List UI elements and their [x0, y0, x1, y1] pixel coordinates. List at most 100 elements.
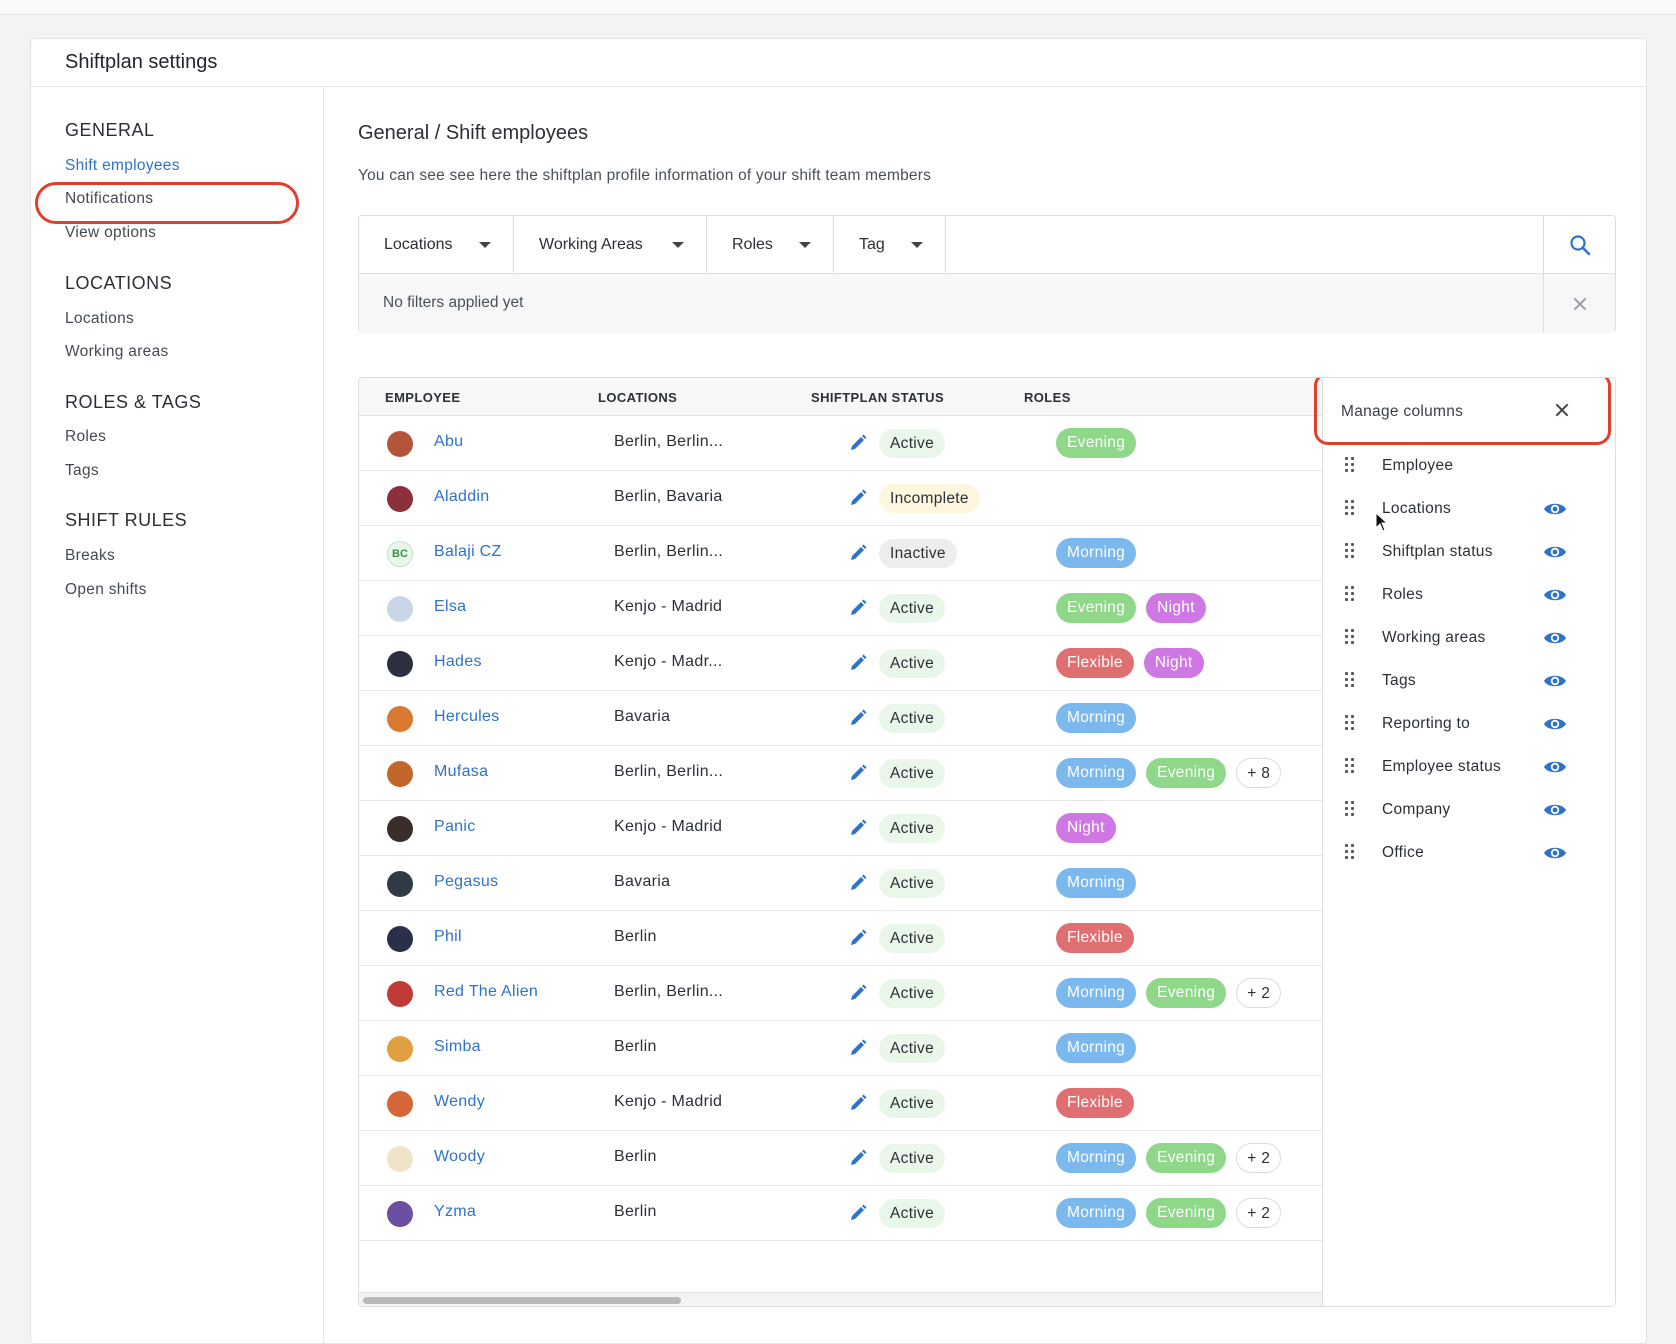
sidebar-item-view-options[interactable]: View options — [65, 224, 157, 241]
search-button[interactable] — [1543, 216, 1615, 274]
status-badge: Active — [879, 869, 946, 898]
drag-handle-icon[interactable] — [1345, 801, 1357, 817]
edit-pencil-icon[interactable] — [847, 1092, 869, 1114]
role-chips: Morning Evening + 8 — [1056, 757, 1282, 789]
edit-pencil-icon[interactable] — [847, 817, 869, 839]
edit-pencil-icon[interactable] — [847, 487, 869, 509]
sidebar-item-tags[interactable]: Tags — [65, 462, 99, 479]
employee-locations: Berlin — [614, 1148, 657, 1165]
employee-name-link[interactable]: Elsa — [434, 598, 467, 615]
eye-icon[interactable] — [1543, 629, 1567, 647]
table-row: Aladdin Berlin, Bavaria Incomplete — [359, 471, 1322, 526]
role-chips: Flexible — [1056, 922, 1134, 954]
edit-pencil-icon[interactable] — [847, 762, 869, 784]
sidebar-section-locations: LOCATIONS — [65, 273, 173, 293]
edit-pencil-icon[interactable] — [847, 652, 869, 674]
filter-tag-dropdown[interactable]: Tag — [834, 216, 946, 274]
employee-name-link[interactable]: Phil — [434, 928, 462, 945]
edit-pencil-icon[interactable] — [847, 1147, 869, 1169]
edit-pencil-icon[interactable] — [847, 597, 869, 619]
drag-handle-icon[interactable] — [1345, 844, 1357, 860]
edit-pencil-icon[interactable] — [847, 927, 869, 949]
eye-icon[interactable] — [1543, 500, 1567, 518]
employee-name-link[interactable]: Yzma — [434, 1203, 477, 1220]
eye-icon[interactable] — [1543, 715, 1567, 733]
edit-pencil-icon[interactable] — [847, 1202, 869, 1224]
drag-handle-icon[interactable] — [1345, 629, 1357, 645]
drag-handle-icon[interactable] — [1345, 457, 1357, 473]
eye-icon[interactable] — [1543, 543, 1567, 561]
sidebar-item-notifications[interactable]: Notifications — [65, 190, 154, 207]
role-chip-morning: Morning — [1056, 868, 1137, 898]
more-roles-chip[interactable]: + 8 — [1236, 758, 1282, 788]
filter-locations-label: Locations — [384, 236, 453, 253]
status-badge: Inactive — [879, 539, 957, 568]
drag-handle-icon[interactable] — [1345, 715, 1357, 731]
eye-icon[interactable] — [1543, 758, 1567, 776]
column-header-locations[interactable]: LOCATIONS — [598, 390, 678, 405]
filter-tag-label: Tag — [859, 236, 885, 253]
role-chips: Morning Evening + 2 — [1056, 977, 1282, 1009]
edit-pencil-icon[interactable] — [847, 432, 869, 454]
employee-name-link[interactable]: Red The Alien — [434, 983, 539, 1000]
drag-handle-icon[interactable] — [1345, 543, 1357, 559]
role-chip-flexible: Flexible — [1056, 923, 1134, 953]
employee-name-link[interactable]: Simba — [434, 1038, 481, 1055]
eye-icon[interactable] — [1543, 801, 1567, 819]
sidebar-item-locations[interactable]: Locations — [65, 310, 135, 327]
column-header-employee[interactable]: EMPLOYEE — [385, 390, 461, 405]
role-chip-morning: Morning — [1056, 1198, 1137, 1228]
sidebar-item-breaks[interactable]: Breaks — [65, 547, 116, 564]
sidebar-item-shift-employees[interactable]: Shift employees — [65, 157, 180, 174]
filter-working-areas-dropdown[interactable]: Working Areas — [514, 216, 707, 274]
clear-filters-button[interactable] — [1543, 274, 1615, 333]
employee-locations: Kenjo - Madrid — [614, 1093, 723, 1110]
sidebar-item-working-areas[interactable]: Working areas — [65, 343, 169, 360]
employee-name-link[interactable]: Aladdin — [434, 488, 490, 505]
edit-pencil-icon[interactable] — [847, 542, 869, 564]
employee-name-link[interactable]: Hades — [434, 653, 482, 670]
employee-name-link[interactable]: Wendy — [434, 1093, 486, 1110]
employee-name-link[interactable]: Mufasa — [434, 763, 489, 780]
scrollbar-thumb[interactable] — [363, 1297, 681, 1304]
employee-name-link[interactable]: Woody — [434, 1148, 486, 1165]
role-chips: Evening Night — [1056, 592, 1206, 624]
table-row: Mufasa Berlin, Berlin... Active Morning Even… — [359, 746, 1322, 801]
manage-columns-header: Manage columns — [1314, 378, 1615, 445]
more-roles-chip[interactable]: + 2 — [1236, 978, 1282, 1008]
horizontal-scrollbar[interactable] — [359, 1292, 1322, 1306]
more-roles-chip[interactable]: + 2 — [1236, 1143, 1282, 1173]
edit-pencil-icon[interactable] — [847, 1037, 869, 1059]
filter-status-bar: No filters applied yet — [359, 274, 1615, 333]
employee-name-link[interactable]: Hercules — [434, 708, 500, 725]
eye-icon[interactable] — [1543, 672, 1567, 690]
column-header-roles[interactable]: ROLES — [1024, 390, 1071, 405]
employee-name-link[interactable]: Balaji CZ — [434, 543, 502, 560]
edit-pencil-icon[interactable] — [847, 982, 869, 1004]
column-header-shiftplan-status[interactable]: SHIFTPLAN STATUS — [811, 390, 945, 405]
manage-column-item-locations: Locations — [1323, 490, 1615, 530]
employee-name-link[interactable]: Abu — [434, 433, 464, 450]
role-chips: Morning — [1056, 537, 1137, 569]
close-panel-button[interactable] — [1551, 399, 1573, 421]
employee-name-link[interactable]: Pegasus — [434, 873, 499, 890]
filter-locations-dropdown[interactable]: Locations — [359, 216, 514, 274]
drag-handle-icon[interactable] — [1345, 586, 1357, 602]
manage-column-item-employee-status: Employee status — [1323, 748, 1615, 788]
role-chips: Flexible — [1056, 1087, 1134, 1119]
more-roles-chip[interactable]: + 2 — [1236, 1198, 1282, 1228]
sidebar-item-roles[interactable]: Roles — [65, 428, 107, 445]
role-chip-flexible: Flexible — [1056, 1088, 1134, 1118]
employee-name-link[interactable]: Panic — [434, 818, 476, 835]
edit-pencil-icon[interactable] — [847, 872, 869, 894]
drag-handle-icon[interactable] — [1345, 500, 1357, 516]
drag-handle-icon[interactable] — [1345, 758, 1357, 774]
manage-column-label: Reporting to — [1382, 715, 1471, 732]
sidebar-item-open-shifts[interactable]: Open shifts — [65, 581, 147, 598]
edit-pencil-icon[interactable] — [847, 707, 869, 729]
filter-roles-dropdown[interactable]: Roles — [707, 216, 834, 274]
eye-icon[interactable] — [1543, 844, 1567, 862]
eye-icon[interactable] — [1543, 586, 1567, 604]
manage-column-item-employee: Employee — [1323, 447, 1615, 487]
drag-handle-icon[interactable] — [1345, 672, 1357, 688]
